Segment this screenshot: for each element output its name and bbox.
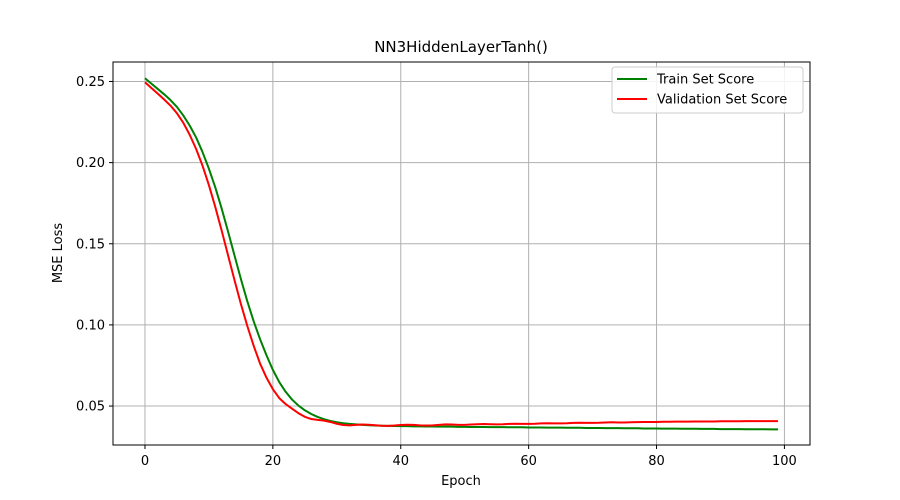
x-tick-label: 100: [772, 454, 797, 469]
legend: Train Set Score Validation Set Score: [611, 66, 804, 114]
legend-box: [611, 66, 804, 114]
y-tick-label: 0.05: [76, 400, 105, 415]
y-tick-label: 0.25: [76, 75, 105, 90]
y-axis-title: MSE Loss: [51, 223, 66, 284]
y-tick-label: 0.15: [76, 237, 105, 252]
series-lines: [144, 77, 779, 431]
series-line-validation: [144, 81, 779, 427]
y-axis-ticks: 0.05 0.10 0.15 0.20 0.25: [76, 75, 113, 415]
chart-title: NN3HiddenLayerTanh(): [374, 38, 548, 56]
x-tick-label: 40: [392, 454, 409, 469]
legend-entry: Train Set Score: [656, 73, 754, 88]
x-tick-label: 0: [141, 454, 149, 469]
y-tick-label: 0.10: [76, 318, 105, 333]
legend-entry: Validation Set Score: [657, 93, 787, 108]
plot-frame: [112, 61, 811, 446]
x-tick-label: 80: [648, 454, 665, 469]
x-tick-label: 60: [520, 454, 537, 469]
series-line-train: [144, 77, 779, 431]
x-axis-title: Epoch: [441, 474, 481, 489]
y-tick-label: 0.20: [76, 156, 105, 171]
x-axis-ticks: 0 20 40 60 80 100: [141, 445, 797, 469]
x-tick-label: 20: [265, 454, 282, 469]
